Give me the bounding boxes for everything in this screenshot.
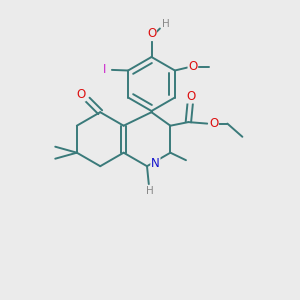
Text: O: O [76,88,86,101]
Text: N: N [151,157,160,170]
Text: O: O [147,27,156,40]
Text: H: H [162,19,170,29]
Text: O: O [209,116,218,130]
Text: H: H [146,185,154,196]
Text: O: O [186,90,195,103]
Text: O: O [188,60,197,73]
Text: I: I [102,63,106,76]
